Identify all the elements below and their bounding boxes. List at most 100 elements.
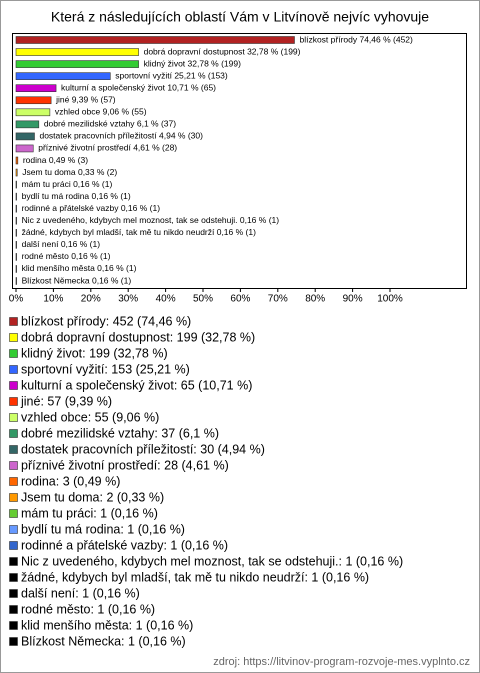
bar [15, 108, 51, 117]
legend-label: klid menšího města: 1 (0,16 %) [21, 618, 193, 632]
x-tick-label: 50% [193, 294, 213, 305]
bar-label: dobrá dopravní dostupnost 32,78 % (199) [144, 46, 301, 56]
bar-label: dostatek pracovních příležitostí 4,94 % … [39, 131, 203, 141]
bar [15, 168, 18, 177]
bar-label: další není 0,16 % (1) [22, 239, 101, 249]
legend-swatch [9, 621, 18, 630]
x-tick-label: 70% [268, 294, 288, 305]
bar-label: sportovní vyžití 25,21 % (153) [115, 70, 228, 80]
bar [15, 204, 17, 213]
x-tick-label: 60% [230, 294, 250, 305]
legend-label: vzhled obce: 55 (9,06 %) [21, 410, 159, 424]
legend-label: rodinné a přátelské vazby: 1 (0,16 %) [21, 538, 228, 552]
legend-swatch [9, 605, 18, 614]
x-tick-label: 40% [156, 294, 176, 305]
bar [15, 229, 17, 237]
legend-label: kulturní a společenský život: 65 (10,71 … [21, 378, 252, 392]
legend-label: bydlí tu má rodina: 1 (0,16 %) [21, 522, 185, 536]
legend-label: rodina: 3 (0,49 %) [21, 474, 120, 488]
legend-swatch [9, 573, 18, 582]
bar-label: vzhled obce 9,06 % (55) [55, 107, 147, 117]
bar-label: kulturní a společenský život 10,71 % (65… [61, 82, 216, 92]
bar-label: bydlí tu má rodina 0,16 % (1) [22, 191, 131, 201]
bar-label: jiné 9,39 % (57) [55, 95, 116, 105]
bar-label: Blízkost Německa 0,16 % (1) [22, 275, 132, 285]
legend-label: Blízkost Německa: 1 (0,16 %) [21, 634, 186, 648]
bar-label: dobré mezilidské vztahy 6,1 % (37) [44, 119, 176, 129]
bar [15, 144, 34, 153]
legend-label: příznivé životní prostředí: 28 (4,61 %) [21, 458, 229, 472]
bar-label: příznivé životní prostředí 4,61 % (28) [38, 143, 177, 153]
legend-swatch [9, 509, 18, 518]
bar-label: Jsem tu doma 0,33 % (2) [22, 167, 117, 177]
bar-label: klid menšího města 0,16 % (1) [22, 263, 137, 273]
legend-swatch [9, 589, 18, 598]
bar [15, 192, 17, 201]
legend-swatch [9, 397, 18, 406]
x-tick-label: 30% [118, 294, 138, 305]
bar-label: žádné, kdybych byl mladší, tak mě tu nik… [22, 227, 257, 237]
x-tick-label: 90% [343, 294, 363, 305]
legend-swatch [9, 317, 18, 326]
legend-swatch [9, 413, 18, 422]
legend-swatch [9, 349, 18, 358]
bar-label: mám tu práci 0,16 % (1) [22, 179, 113, 189]
legend-swatch [9, 445, 18, 454]
bar [15, 72, 111, 80]
chart-title: Která z následujících oblastí Vám v Litv… [51, 9, 429, 25]
x-tick-label: 20% [81, 294, 101, 305]
bar [15, 180, 17, 189]
legend-swatch [9, 541, 18, 550]
x-tick-label: 0% [9, 294, 24, 305]
legend-label: další není: 1 (0,16 %) [21, 586, 140, 600]
bar [15, 132, 35, 141]
legend-swatch [9, 557, 18, 566]
legend-label: klidný život: 199 (32,78 %) [21, 346, 168, 360]
legend-label: žádné, kdybych byl mladší, tak mě tu nik… [21, 570, 369, 584]
bar-label: rodné město 0,16 % (1) [22, 251, 111, 261]
legend-swatch [9, 637, 18, 646]
bar [15, 60, 139, 68]
bar [15, 84, 57, 92]
legend-swatch [9, 381, 18, 390]
bar-label: rodinné a přátelské vazby 0,16 % (1) [22, 203, 161, 213]
legend-label: blízkost přírody: 452 (74,46 %) [21, 314, 191, 328]
legend-swatch [9, 333, 18, 342]
legend-label: dobrá dopravní dostupnost: 199 (32,78 %) [21, 330, 255, 344]
legend-label: dostatek pracovních příležitostí: 30 (4,… [21, 442, 265, 456]
legend-label: jiné: 57 (9,39 %) [20, 394, 112, 408]
bar-label: klidný život 32,78 % (199) [144, 58, 241, 68]
legend-label: sportovní vyžití: 153 (25,21 %) [21, 362, 190, 376]
bar-label: rodina 0,49 % (3) [23, 155, 88, 165]
bar [15, 265, 17, 273]
legend-swatch [9, 525, 18, 534]
legend-label: dobré mezilidské vztahy: 37 (6,1 %) [21, 426, 219, 440]
bar [15, 48, 139, 56]
plot-area [12, 33, 467, 289]
legend-swatch [9, 429, 18, 438]
x-tick-label: 100% [377, 294, 403, 305]
legend-swatch [9, 477, 18, 486]
bar [15, 120, 40, 129]
source: zdroj: https://litvinov-program-rozvoje-… [213, 656, 470, 668]
bar [15, 241, 17, 249]
legend-swatch [9, 493, 18, 502]
x-tick-label: 10% [43, 294, 63, 305]
x-tick-label: 80% [305, 294, 325, 305]
legend-label: rodné město: 1 (0,16 %) [21, 602, 155, 616]
legend-swatch [9, 461, 18, 470]
bar-label: Nic z uvedeného, kdybych mel moznost, ta… [22, 215, 280, 225]
bar [15, 36, 295, 44]
bar [15, 253, 17, 261]
bar [15, 96, 52, 105]
legend-label: Nic z uvedeného, kdybych mel moznost, ta… [21, 554, 403, 568]
legend-label: Jsem tu doma: 2 (0,33 %) [21, 490, 164, 504]
legend-label: mám tu práci: 1 (0,16 %) [21, 506, 158, 520]
legend-swatch [9, 365, 18, 374]
bar [15, 277, 17, 285]
bar [15, 156, 19, 165]
bar [15, 216, 17, 225]
bar-label: blízkost přírody 74,46 % (452) [299, 34, 413, 44]
